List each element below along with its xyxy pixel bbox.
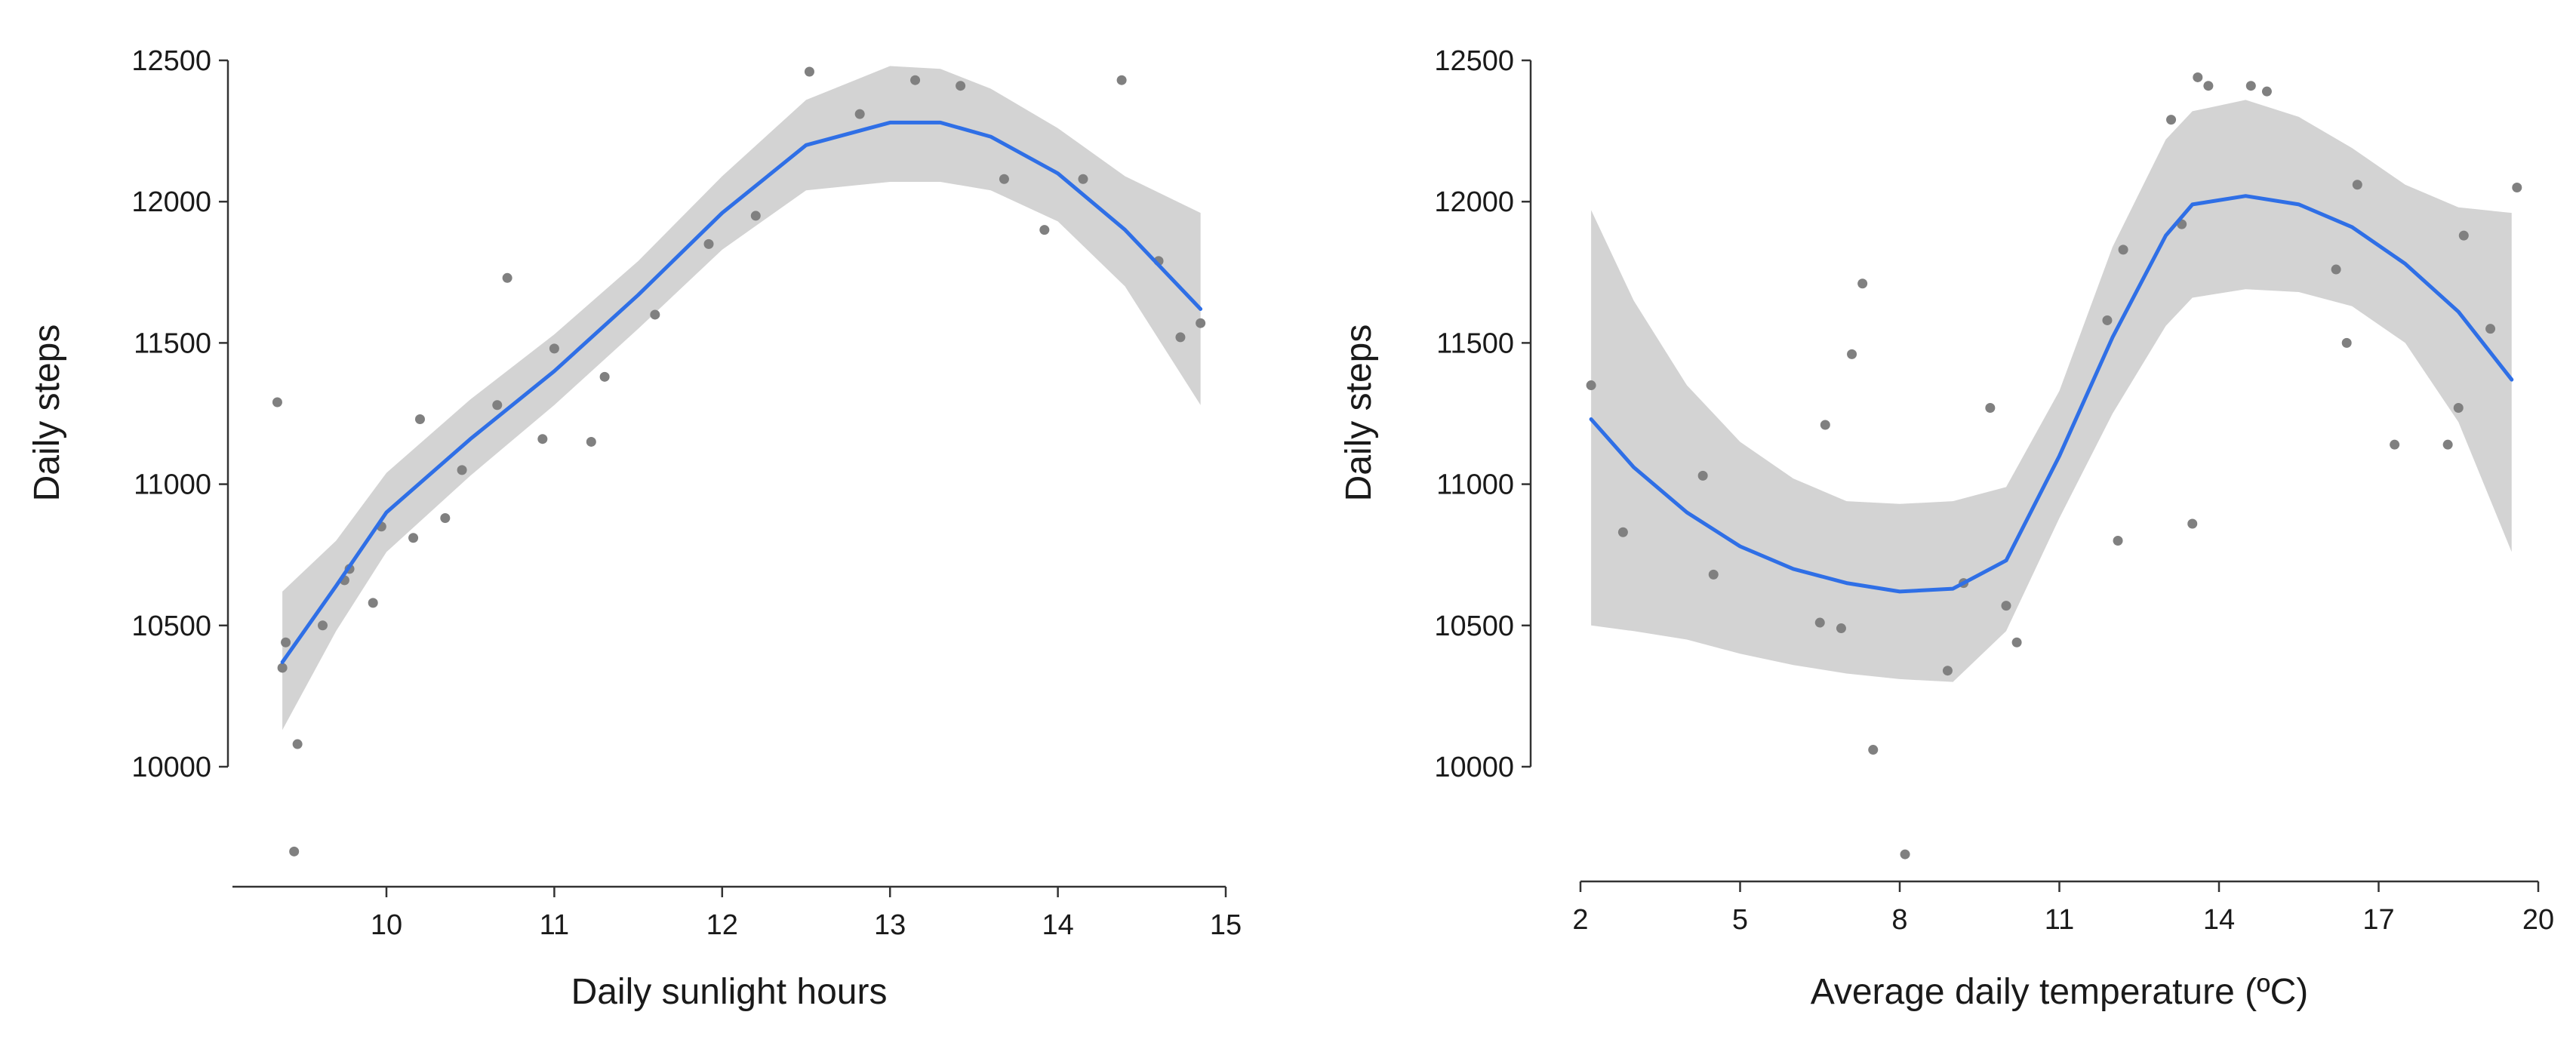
data-point xyxy=(1175,332,1186,343)
y-tick-label: 11000 xyxy=(1436,469,1514,501)
x-tick-label: 5 xyxy=(1732,904,1748,936)
data-point xyxy=(2442,439,2453,450)
data-point xyxy=(999,174,1009,184)
data-point xyxy=(1697,470,1708,481)
data-point xyxy=(1196,318,1206,328)
y-tick-label: 10500 xyxy=(131,611,211,642)
x-tick-label: 14 xyxy=(1042,909,1073,941)
data-point xyxy=(1078,174,1088,184)
data-point xyxy=(1039,225,1050,235)
data-point xyxy=(289,846,300,857)
data-point xyxy=(1708,569,1719,580)
x-tick-label: 10 xyxy=(371,909,402,941)
data-point xyxy=(750,211,761,221)
data-point xyxy=(2458,230,2469,241)
y-tick-label: 12500 xyxy=(131,45,211,77)
data-point xyxy=(1820,420,1830,430)
data-point xyxy=(1836,623,1846,634)
data-point xyxy=(2245,81,2256,91)
data-point xyxy=(2341,337,2352,348)
data-point xyxy=(1868,745,1879,755)
y-tick-label: 11500 xyxy=(1436,328,1514,359)
data-point xyxy=(599,371,610,382)
y-axis-title: Daily steps xyxy=(1339,324,1379,502)
data-point xyxy=(2512,182,2522,192)
data-point xyxy=(1847,349,1857,359)
panel-left-sunlight: 10000 10500 11000 11500 12000 12500 10 11 12 13 14… xyxy=(27,45,1242,1012)
data-point xyxy=(586,436,596,447)
data-point xyxy=(492,400,503,411)
confidence-band xyxy=(282,66,1201,731)
data-point xyxy=(440,513,451,524)
x-tick-label: 11 xyxy=(2045,904,2074,936)
data-point xyxy=(272,397,282,408)
data-point xyxy=(2203,81,2214,91)
data-point xyxy=(457,465,467,475)
data-point xyxy=(1942,666,1953,676)
data-point xyxy=(650,309,660,320)
x-tick-label: 2 xyxy=(1572,904,1588,936)
x-tick-label: 13 xyxy=(874,909,906,941)
y-tick-label: 11000 xyxy=(134,469,211,501)
data-point xyxy=(2166,115,2177,125)
x-tick-label: 12 xyxy=(706,909,738,941)
fit-line xyxy=(1589,194,2514,594)
data-point xyxy=(2001,601,2011,611)
data-point xyxy=(549,343,559,354)
data-point xyxy=(2352,180,2362,190)
x-tick-label: 15 xyxy=(1210,909,1242,941)
confidence-band xyxy=(1591,100,2512,682)
data-point xyxy=(502,272,512,283)
data-point xyxy=(910,75,921,85)
data-point xyxy=(1586,380,1596,391)
y-axis-title: Daily steps xyxy=(27,324,67,502)
data-point xyxy=(2187,518,2198,529)
y-tick-label: 10000 xyxy=(131,752,211,783)
data-point xyxy=(2390,439,2400,450)
y-tick-label: 10500 xyxy=(1434,611,1514,642)
data-point xyxy=(277,663,288,673)
data-point xyxy=(2453,403,2464,414)
data-point xyxy=(1857,278,1868,289)
data-point xyxy=(2261,86,2272,97)
data-point xyxy=(2113,535,2123,546)
data-point xyxy=(1617,527,1628,537)
data-point xyxy=(2118,245,2128,255)
panel-right-temperature: 10000 10500 11000 11500 12000 12500 2 5 8 11 14 17 2… xyxy=(1339,45,2554,1012)
data-point xyxy=(292,739,303,749)
x-tick-label: 8 xyxy=(1891,904,1907,936)
data-point xyxy=(414,414,425,424)
data-point xyxy=(956,81,966,91)
data-point xyxy=(317,620,328,631)
data-point xyxy=(2331,264,2341,275)
x-tick-label: 11 xyxy=(540,909,569,941)
fit-line xyxy=(280,120,1203,664)
x-axis-title: Average daily temperature (ºC) xyxy=(1811,972,2309,1012)
y-tick-label: 12500 xyxy=(1434,45,1514,77)
y-tick-label: 12000 xyxy=(131,186,211,218)
y-tick-label: 11500 xyxy=(134,328,211,359)
data-point xyxy=(804,66,814,77)
data-point xyxy=(854,109,865,119)
x-tick-label: 14 xyxy=(2203,904,2235,936)
data-point xyxy=(1116,75,1127,85)
data-point xyxy=(1900,849,1910,860)
data-point xyxy=(537,434,548,444)
x-tick-label: 17 xyxy=(2362,904,2394,936)
data-point xyxy=(2485,324,2496,334)
data-point xyxy=(2011,637,2022,647)
x-axis-title: Daily sunlight hours xyxy=(571,972,888,1012)
data-point xyxy=(2193,72,2203,82)
data-point xyxy=(408,533,419,543)
y-tick-label: 12000 xyxy=(1434,186,1514,218)
data-point xyxy=(2102,315,2113,325)
data-point xyxy=(281,637,291,647)
data-point xyxy=(1814,617,1825,628)
x-tick-label: 20 xyxy=(2522,904,2554,936)
data-point xyxy=(368,598,378,608)
y-tick-label: 10000 xyxy=(1434,752,1514,783)
data-point xyxy=(1985,403,1996,414)
data-point xyxy=(703,238,714,249)
